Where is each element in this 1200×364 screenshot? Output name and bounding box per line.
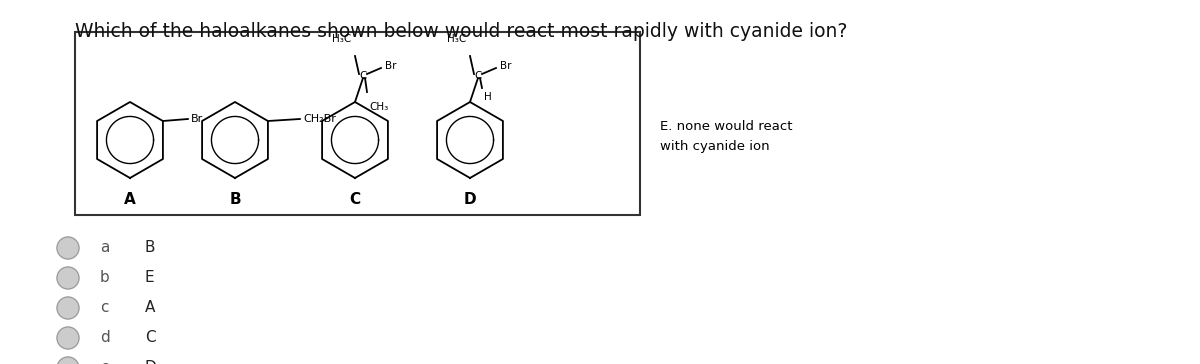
Text: CH₂Br: CH₂Br [302,114,336,124]
Text: with cyanide ion: with cyanide ion [660,140,769,153]
Text: Br: Br [385,61,396,71]
Text: B: B [229,192,241,207]
Text: A: A [145,301,155,316]
Text: a: a [100,241,109,256]
Bar [74,32,640,215]
Text: d: d [100,331,109,345]
Text: A: A [124,192,136,207]
Text: H: H [484,92,492,102]
Text: C: C [145,331,156,345]
Text: H₃C: H₃C [331,34,352,44]
Circle shape [58,267,79,289]
Text: D: D [145,360,157,364]
Circle shape [58,297,79,319]
Text: E. none would react: E. none would react [660,120,792,133]
Text: CH₃: CH₃ [370,102,389,112]
Text: C: C [474,71,481,81]
Circle shape [58,357,79,364]
Text: C: C [359,71,367,81]
Text: b: b [100,270,109,285]
Text: D: D [463,192,476,207]
Text: Which of the haloalkanes shown below would react most rapidly with cyanide ion?: Which of the haloalkanes shown below wou… [74,22,847,41]
Text: e: e [100,360,109,364]
Text: Br: Br [191,114,203,124]
Text: C: C [349,192,360,207]
Circle shape [58,237,79,259]
Text: Br: Br [500,61,511,71]
Text: B: B [145,241,156,256]
Text: H₃C: H₃C [446,34,466,44]
Text: c: c [100,301,108,316]
Circle shape [58,327,79,349]
Text: E: E [145,270,155,285]
